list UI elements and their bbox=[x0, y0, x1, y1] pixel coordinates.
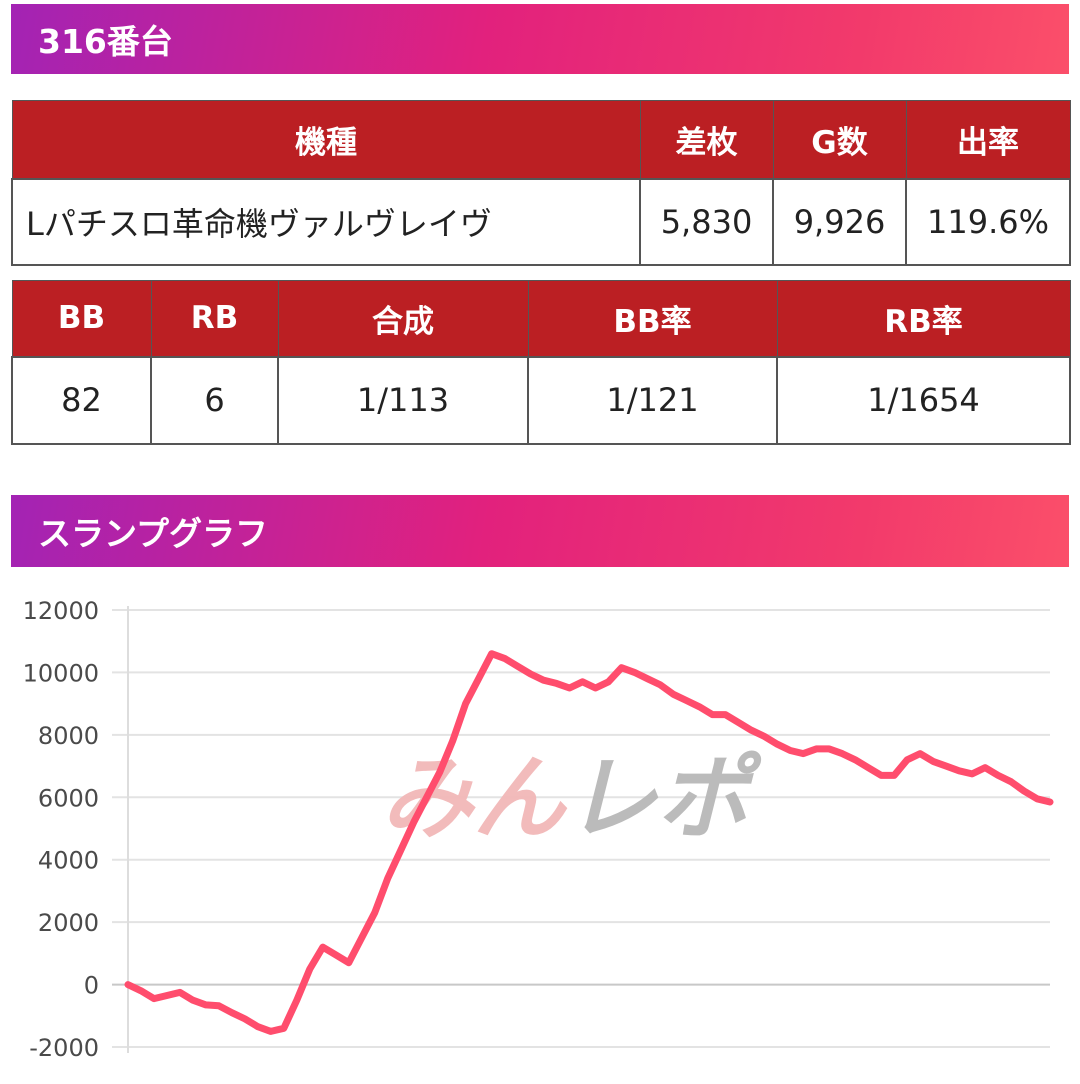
y-tick-label: 8000 bbox=[38, 722, 99, 750]
header-diff: 差枚 bbox=[639, 100, 774, 179]
y-axis-ticks: 12000 10000 8000 6000 4000 2000 0 -2000 bbox=[23, 597, 99, 1062]
payout-value: 119.6% bbox=[905, 177, 1071, 266]
header-model: 機種 bbox=[11, 100, 641, 179]
bb-rate: 1/121 bbox=[527, 355, 778, 445]
diff-value: 5,830 bbox=[639, 177, 774, 266]
bonus-table: BB RB 合成 BB率 RB率 82 6 1/113 1/121 1/1654 bbox=[11, 280, 1071, 445]
slump-graph-header: スランプグラフ bbox=[11, 495, 1069, 567]
rb-rate: 1/1654 bbox=[776, 355, 1071, 445]
summary-header-row: 機種 差枚 G数 出率 bbox=[11, 100, 1071, 179]
machine-number-header: 316番台 bbox=[11, 4, 1069, 74]
chart-grid bbox=[112, 606, 1050, 1053]
header-payout: 出率 bbox=[905, 100, 1071, 179]
y-tick-label: 6000 bbox=[38, 784, 99, 812]
summary-data-row: Lパチスロ革命機ヴァルヴレイヴ 5,830 9,926 119.6% bbox=[11, 177, 1071, 266]
header-bb: BB bbox=[11, 280, 152, 357]
watermark-part-2: レポ bbox=[565, 745, 762, 852]
y-tick-label: 0 bbox=[84, 972, 99, 1000]
header-bb-rate: BB率 bbox=[527, 280, 778, 357]
header-rb-rate: RB率 bbox=[776, 280, 1071, 357]
slump-graph: 12000 10000 8000 6000 4000 2000 0 -2000 みんレポ bbox=[23, 597, 1054, 1062]
bonus-header-row: BB RB 合成 BB率 RB率 bbox=[11, 280, 1071, 357]
rb-count: 6 bbox=[150, 355, 279, 445]
header-rb: RB bbox=[150, 280, 279, 357]
watermark-part-1: みん bbox=[381, 745, 568, 852]
header-combined: 合成 bbox=[277, 280, 529, 357]
bonus-data-row: 82 6 1/113 1/121 1/1654 bbox=[11, 355, 1071, 445]
slump-graph-title: スランプグラフ bbox=[38, 514, 269, 553]
y-tick-label: 2000 bbox=[38, 909, 99, 937]
y-tick-label: -2000 bbox=[29, 1034, 99, 1062]
machine-number-title: 316番台 bbox=[38, 22, 173, 61]
games-value: 9,926 bbox=[772, 177, 907, 266]
bb-count: 82 bbox=[11, 355, 152, 445]
y-tick-label: 10000 bbox=[23, 659, 99, 687]
y-tick-label: 4000 bbox=[38, 847, 99, 875]
series-line bbox=[124, 650, 1054, 1035]
watermark-logo: みんレポ bbox=[381, 745, 762, 852]
combined-rate: 1/113 bbox=[277, 355, 529, 445]
summary-table: 機種 差枚 G数 出率 Lパチスロ革命機ヴァルヴレイヴ 5,830 9,926 … bbox=[11, 100, 1071, 266]
model-name: Lパチスロ革命機ヴァルヴレイヴ bbox=[11, 177, 641, 266]
y-tick-label: 12000 bbox=[23, 597, 99, 625]
header-games: G数 bbox=[772, 100, 907, 179]
